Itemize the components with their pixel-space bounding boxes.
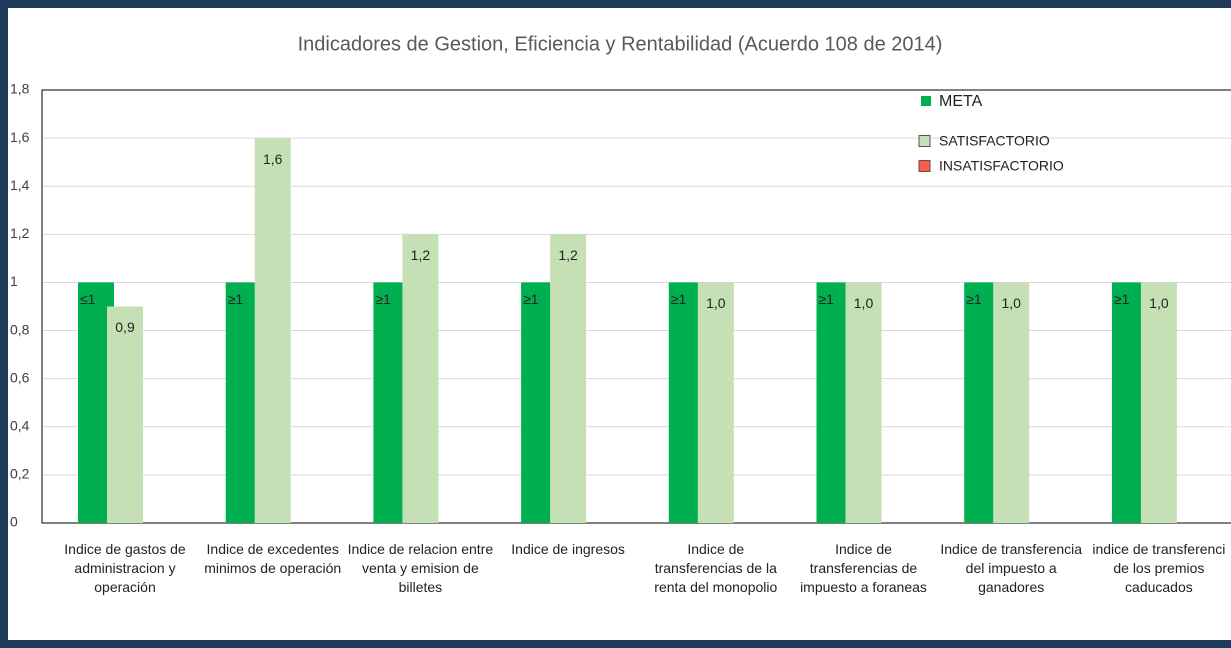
bar [107,306,143,523]
chart: Indicadores de Gestion, Eficiencia y Ren… [10,33,1231,530]
y-tick-label: 0,6 [10,369,30,385]
data-label: 1,0 [854,295,874,311]
legend-label: SATISFACTORIO [939,133,1050,149]
data-label: ≥1 [966,291,982,307]
data-label: ≥1 [1114,291,1130,307]
y-tick-label: 0,4 [10,417,30,433]
chart-area: Indicadores de Gestion, Eficiencia y Ren… [8,8,1231,640]
x-tick-label: Indice de transferencias de la renta del… [654,541,778,595]
x-tick-label: Indice de ingresos [511,541,625,557]
data-label: ≥1 [523,291,539,307]
data-label: ≥1 [375,291,391,307]
bar [254,138,291,523]
y-tick-label: 1,2 [10,225,30,241]
data-label: 1,2 [411,247,431,263]
y-tick-label: 0,2 [10,466,30,482]
data-label: 1,6 [263,151,283,167]
data-label: ≥1 [671,291,687,307]
legend-label: META [939,93,983,110]
data-label: ≥1 [819,291,835,307]
x-tick-label: Indice de excedentes minimos de operació… [204,541,342,576]
x-tick-label: Indice de gastos de administracion y ope… [64,541,186,595]
y-tick-label: 1,4 [10,177,30,193]
bar [402,234,439,524]
x-tick-label: Indice de relacion entre venta y emision… [347,541,494,595]
x-tick-label: Indice de transferencia del impuesto a g… [940,541,1082,595]
legend-swatch [918,160,931,172]
x-tick-label: Indice de transferencias de impuesto a f… [800,541,927,595]
data-label: 1,0 [1149,295,1169,311]
x-tick-label: indice de transferenci de los premios ca… [1092,541,1226,595]
bar [993,282,1030,523]
chart-title: Indicadores de Gestion, Eficiencia y Ren… [298,33,943,55]
y-tick-label: 0,8 [10,321,30,337]
bar [697,282,734,523]
data-label: 1,2 [558,247,578,263]
legend-label: INSATISFACTORIO [939,158,1064,174]
bar [845,282,882,523]
y-tick-label: 1 [10,273,18,289]
data-label: 0,9 [115,319,135,335]
data-label: 1,0 [706,295,726,311]
bar [550,234,587,524]
data-label: ≥1 [228,291,244,307]
legend-swatch [921,96,931,106]
y-tick-label: 1,6 [10,129,30,145]
y-tick-label: 1,8 [10,81,30,97]
legend-swatch [918,135,931,147]
data-label: 1,0 [1001,295,1021,311]
data-label: ≤1 [80,291,96,307]
y-tick-label: 0 [10,514,18,530]
plot-border [41,89,1231,524]
bar [1140,282,1177,523]
